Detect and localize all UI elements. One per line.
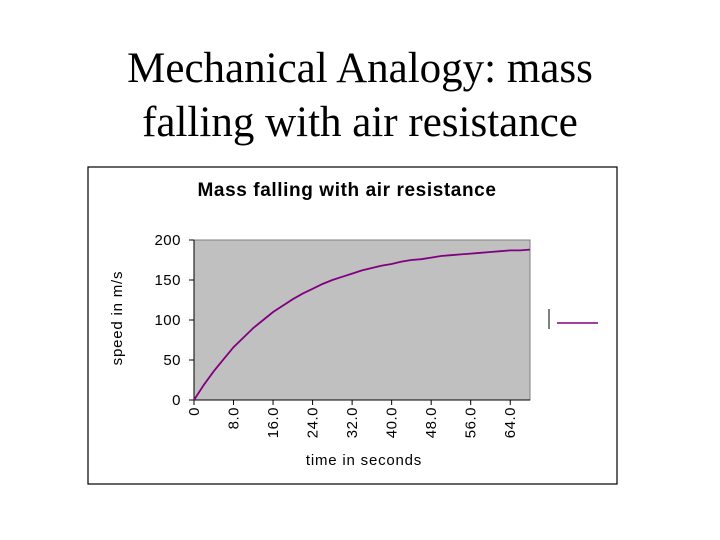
plot-area bbox=[193, 239, 531, 401]
x-tick-label: 64.0 bbox=[502, 407, 519, 438]
x-tick-label: 48.0 bbox=[423, 407, 440, 438]
y-tick-label: 0 bbox=[172, 392, 181, 409]
slide-title: Mechanical Analogy: mass falling with ai… bbox=[0, 42, 720, 150]
x-tick-label: 24.0 bbox=[305, 407, 322, 438]
x-tick-label: 40.0 bbox=[384, 407, 401, 438]
y-tick-label: 50 bbox=[163, 352, 181, 369]
y-tick-label: 150 bbox=[154, 272, 181, 289]
y-axis-ticks: 0 50 100 150 200 bbox=[154, 232, 194, 409]
x-axis-ticks: 0 8.0 16.0 24.0 32.0 40.0 48.0 56.0 64.0 bbox=[186, 400, 519, 438]
x-tick-label: 16.0 bbox=[265, 407, 282, 438]
y-tick-label: 100 bbox=[154, 312, 181, 329]
slide-title-line-2: falling with air resistance bbox=[142, 99, 578, 146]
x-tick-label: 56.0 bbox=[463, 407, 480, 438]
legend bbox=[548, 309, 598, 329]
x-tick-label: 8.0 bbox=[226, 407, 243, 429]
y-tick-label: 200 bbox=[154, 232, 181, 249]
x-tick-label: 0 bbox=[186, 407, 203, 416]
x-tick-label: 32.0 bbox=[344, 407, 361, 438]
slide-title-line-1: Mechanical Analogy: mass bbox=[127, 45, 593, 92]
x-axis-label: time in seconds bbox=[306, 452, 422, 469]
y-axis-label: speed in m/s bbox=[109, 271, 126, 366]
series-line bbox=[193, 248, 531, 401]
chart-title: Mass falling with air resistance bbox=[197, 180, 496, 201]
